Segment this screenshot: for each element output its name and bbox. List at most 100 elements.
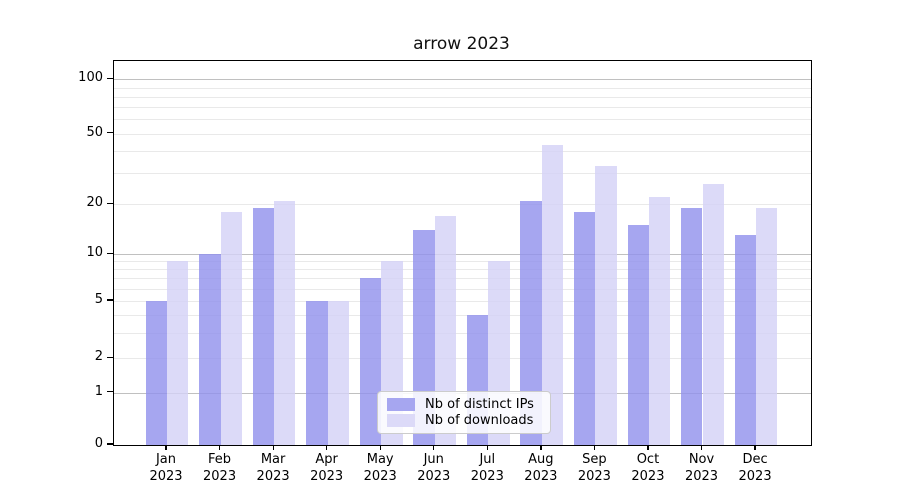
y-tick-mark-0: [107, 443, 113, 445]
gridline-70: [114, 107, 811, 109]
x-tick-label-jul: Jul 2023: [455, 452, 519, 485]
gridline-50: [114, 133, 811, 135]
bar-distinct-ips-nov: [681, 208, 703, 445]
bar-distinct-ips-dec: [734, 235, 757, 445]
bar-downloads-apr: [327, 301, 350, 445]
x-tick-month: Aug: [528, 452, 554, 467]
bar-downloads-aug: [541, 145, 564, 445]
gridline-5: [114, 301, 811, 302]
x-tick-month: Apr: [315, 452, 338, 467]
x-tick-year: 2023: [684, 468, 719, 484]
y-tick-mark-2: [107, 356, 113, 358]
x-tick-mark-sep: [593, 445, 596, 450]
x-tick-label-jun: Jun 2023: [402, 452, 466, 485]
bar-distinct-ips-sep: [574, 211, 596, 445]
x-tick-year: 2023: [149, 468, 183, 484]
y-tick-label-5: 5: [94, 292, 103, 307]
y-tick-label-1: 1: [94, 383, 103, 399]
x-tick-year: 2023: [363, 468, 397, 484]
gridline-2: [114, 358, 811, 360]
plot-area: Nb of distinct IPs Nb of downloads: [113, 60, 812, 446]
y-tick-label-100: 100: [78, 70, 103, 86]
gridline-80: [114, 96, 811, 98]
bar-downloads-feb: [220, 211, 242, 445]
x-tick-label-sep: Sep 2023: [562, 452, 626, 485]
x-tick-month: Feb: [208, 452, 232, 467]
x-tick-mark-oct: [647, 445, 649, 450]
x-tick-mark-dec: [754, 445, 756, 450]
x-tick-mark-feb: [218, 445, 221, 450]
bar-distinct-ips-oct: [627, 225, 649, 445]
gridline-3: [114, 332, 811, 334]
x-tick-mark-jul: [486, 445, 488, 450]
y-tick-mark-50: [107, 132, 113, 134]
x-tick-mark-may: [379, 445, 381, 450]
x-tick-year: 2023: [524, 468, 558, 484]
x-tick-label-jan: Jan 2023: [134, 452, 198, 485]
legend-item-downloads: Nb of downloads: [387, 413, 541, 428]
x-tick-year: 2023: [417, 468, 451, 484]
x-tick-year: 2023: [310, 468, 344, 484]
x-tick-mark-jun: [433, 445, 435, 450]
x-tick-month: Oct: [636, 452, 660, 467]
gridline-20: [114, 204, 811, 206]
legend-swatch-downloads: [387, 414, 415, 428]
gridline-4: [114, 314, 811, 316]
y-tick-mark-20: [107, 202, 113, 204]
x-tick-label-apr: Apr 2023: [295, 452, 359, 485]
x-tick-year: 2023: [470, 468, 504, 484]
x-tick-month: Jun: [423, 452, 444, 467]
x-tick-mark-jan: [165, 445, 167, 450]
y-tick-label-2: 2: [94, 349, 103, 365]
bar-downloads-nov: [702, 184, 724, 445]
x-tick-year: 2023: [631, 468, 665, 484]
gridline-100: [114, 79, 811, 81]
y-tick-mark-100: [107, 77, 113, 79]
y-tick-label-0: 0: [94, 436, 103, 451]
x-tick-label-oct: Oct 2023: [616, 452, 680, 485]
gridline-90: [114, 87, 811, 89]
legend: Nb of distinct IPs Nb of downloads: [377, 391, 551, 434]
gridline-6: [114, 288, 811, 290]
gridline-9: [114, 261, 811, 263]
bar-downloads-sep: [595, 165, 617, 445]
x-tick-mark-nov: [700, 445, 703, 450]
y-tick-mark-10: [107, 252, 113, 254]
bar-distinct-ips-jan: [145, 301, 167, 445]
bar-downloads-oct: [648, 196, 671, 445]
legend-item-distinct-ips: Nb of distinct IPs: [387, 397, 541, 412]
x-tick-month: Jul: [479, 452, 496, 467]
x-tick-month: Sep: [582, 452, 607, 467]
x-tick-label-dec: Dec 2023: [723, 452, 787, 485]
gridline-60: [114, 119, 811, 121]
x-tick-month: Nov: [688, 452, 715, 467]
x-tick-month: May: [366, 452, 394, 467]
bar-distinct-ips-apr: [306, 301, 328, 445]
gridline-40: [114, 150, 811, 152]
bar-distinct-ips-feb: [199, 254, 221, 445]
gridline-8: [114, 269, 811, 271]
gridline-30: [114, 173, 811, 175]
x-tick-label-mar: Mar 2023: [241, 452, 305, 485]
x-tick-label-aug: Aug 2023: [509, 452, 573, 485]
x-tick-label-nov: Nov 2023: [670, 452, 734, 485]
x-tick-year: 2023: [256, 468, 290, 484]
x-tick-mark-mar: [272, 445, 274, 450]
bar-downloads-mar: [274, 200, 296, 445]
x-tick-year: 2023: [577, 468, 611, 484]
x-tick-month: Jan: [155, 452, 177, 467]
chart-title: arrow 2023: [413, 34, 510, 54]
gridline-7: [114, 278, 811, 280]
bar-downloads-jun: [434, 216, 457, 445]
y-tick-mark-1: [107, 391, 113, 393]
x-tick-year: 2023: [738, 468, 772, 484]
bar-downloads-dec: [756, 208, 778, 445]
x-tick-label-may: May 2023: [348, 452, 412, 485]
x-tick-month: Mar: [260, 452, 286, 467]
legend-swatch-distinct-ips: [387, 397, 415, 411]
y-tick-label-20: 20: [86, 195, 103, 211]
x-tick-mark-aug: [540, 445, 542, 450]
bar-distinct-ips-may: [359, 278, 382, 445]
x-tick-label-feb: Feb 2023: [188, 452, 252, 485]
